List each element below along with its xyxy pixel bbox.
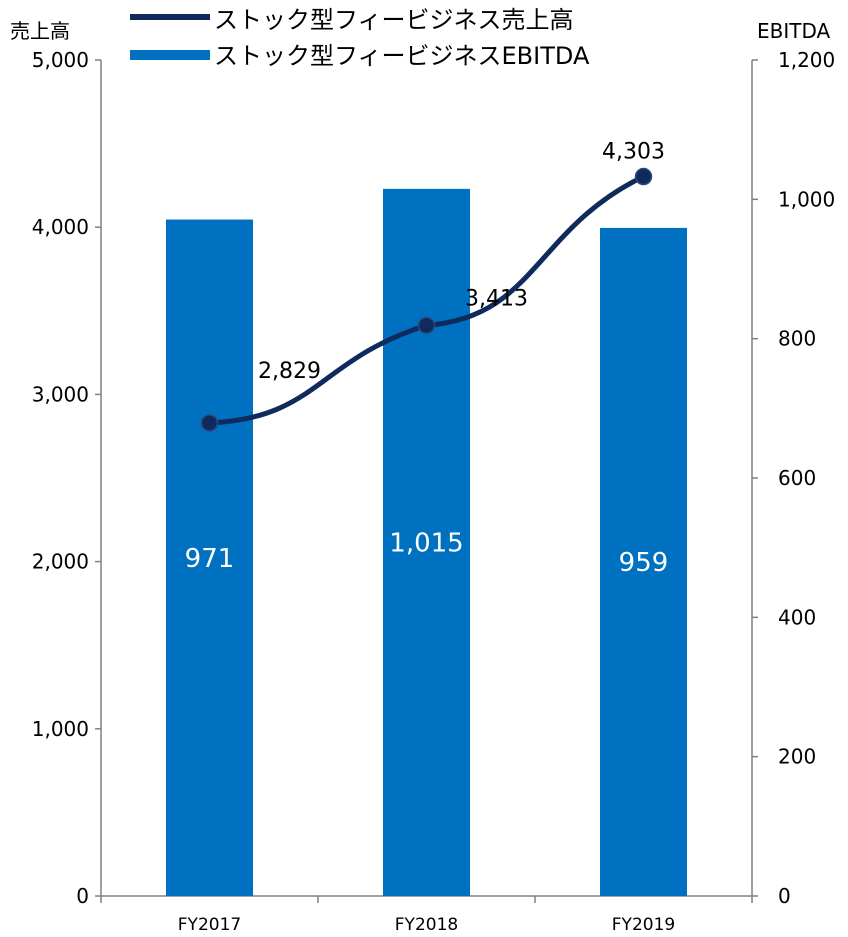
x-tick-label: FY2019 [612, 915, 675, 935]
left-axis-title: 売上高 [10, 19, 70, 43]
x-tick-label: FY2018 [395, 915, 458, 935]
right-axis-ticks: 0 200 400 600 800 1,000 1,200 [752, 48, 835, 908]
line-data-label: 4,303 [602, 140, 665, 165]
right-tick-label: 800 [778, 327, 816, 351]
line-series: 2,829 3,413 4,303 [200, 140, 665, 432]
right-tick-label: 600 [778, 466, 816, 490]
left-tick-label: 2,000 [32, 550, 89, 574]
line-point [417, 316, 436, 335]
bar-data-label: 1,015 [389, 528, 463, 558]
right-tick-label: 1,000 [778, 187, 835, 211]
line-point [200, 414, 219, 432]
left-tick-label: 3,000 [32, 382, 89, 406]
left-tick-label: 0 [76, 884, 89, 908]
right-tick-label: 400 [778, 605, 816, 629]
bar [166, 219, 253, 896]
legend: ストック型フィービジネス売上高 ストック型フィービジネスEBITDA [130, 6, 590, 70]
legend-swatch-line [130, 14, 210, 20]
left-tick-label: 4,000 [32, 215, 89, 239]
bar [600, 227, 687, 896]
legend-label-line: ストック型フィービジネス売上高 [214, 6, 574, 34]
x-axis-ticks: FY2017 FY2018 FY2019 [100, 896, 753, 935]
right-tick-label: 1,200 [778, 48, 835, 72]
right-tick-label: 0 [778, 884, 791, 908]
line-point [634, 167, 653, 186]
legend-label-bar: ストック型フィービジネスEBITDA [214, 42, 590, 70]
left-tick-label: 1,000 [32, 717, 89, 741]
bar [383, 188, 470, 897]
x-tick-label: FY2017 [178, 915, 241, 935]
left-tick-label: 5,000 [32, 48, 89, 72]
legend-swatch-bar [130, 50, 210, 60]
line-data-label: 3,413 [465, 286, 528, 311]
right-tick-label: 200 [778, 745, 816, 769]
right-axis-title: EBITDA [757, 19, 831, 43]
bar-series: 971 1,015 959 [166, 188, 687, 897]
bar-data-label: 971 [185, 544, 235, 574]
bar-data-label: 959 [619, 548, 669, 578]
left-axis-ticks: 0 1,000 2,000 3,000 4,000 5,000 [32, 48, 101, 908]
line-data-label: 2,829 [258, 359, 321, 384]
